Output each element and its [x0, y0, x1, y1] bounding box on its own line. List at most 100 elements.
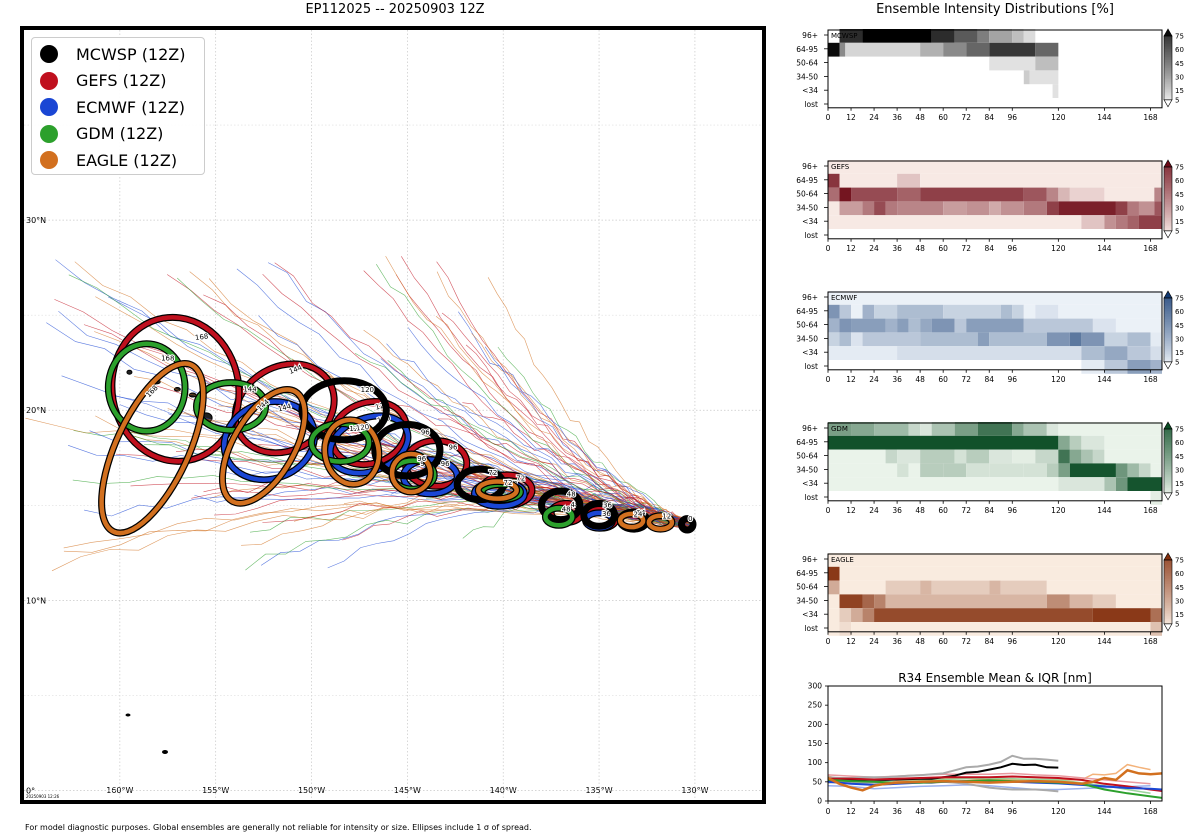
heatmap-cell [920, 173, 1162, 188]
heatmap-cell [1046, 594, 1070, 609]
heatmap-cell [897, 449, 921, 464]
colorbar-cell [1164, 575, 1172, 579]
r34-line-chart: R34 Ensemble Mean & IQR [nm] 0 50 100 150 200… [808, 671, 1163, 816]
legend-marker-icon [40, 151, 58, 169]
ensemble-track-line [376, 264, 690, 525]
heatmap-cell [1115, 463, 1128, 478]
heatmap-cell [828, 449, 886, 464]
colorbar-cell [1164, 203, 1172, 206]
heatmap-cell [828, 29, 840, 43]
heatmap-cell [931, 580, 990, 595]
colorbar-cell [1164, 465, 1172, 468]
ensemble-track-line [262, 273, 690, 524]
heatmap-cell [1069, 332, 1082, 347]
heatmap-cell [1035, 304, 1059, 319]
heatmap-cell [989, 201, 1001, 216]
x-tick-label: 144 [1097, 244, 1112, 253]
colorbar-cell [1164, 352, 1172, 355]
heatmap-cell [851, 422, 875, 436]
colorbar-cell [1164, 326, 1172, 329]
x-tick-label: 36 [892, 375, 902, 384]
ellipse-ring [679, 516, 696, 533]
row-label: <34 [802, 86, 818, 95]
row-label: lost [804, 100, 818, 109]
colorbar-cell [1164, 75, 1172, 78]
colorbar-extend-bottom [1163, 99, 1173, 108]
legend-entry: EAGLE (12Z) [40, 148, 177, 172]
colorbar-extend-bottom [1163, 623, 1173, 632]
heatmap-cell [1012, 422, 1024, 436]
colorbar-cell [1164, 582, 1172, 585]
ensemble-track-line [291, 358, 690, 523]
colorbar-label: 5 [1175, 358, 1179, 366]
colorbar-cell [1164, 331, 1172, 334]
heatmap-cell [897, 173, 921, 188]
x-tick-label: 120 [1051, 244, 1066, 253]
colorbar-cell [1164, 438, 1172, 441]
ellipse-ring [543, 505, 575, 528]
panel-model-label: MCWSP [831, 32, 858, 40]
x-tick-label: 48 [915, 637, 925, 646]
spread-ellipse-mcwsp: 48 [538, 487, 584, 524]
colorbar-extend-bottom [1163, 230, 1173, 239]
row-label: 34-50 [796, 203, 818, 212]
heatmap-cell [1150, 491, 1162, 505]
colorbar-cell [1164, 184, 1172, 187]
colorbar-cell [1164, 181, 1172, 184]
heatmap-cell [851, 318, 886, 333]
colorbar-cell [1164, 349, 1172, 352]
colorbar-cell [1164, 168, 1172, 171]
colorbar-cell [1164, 350, 1172, 353]
heatmap-cell [908, 318, 921, 333]
spread-ellipse-gdm: 168 [104, 340, 189, 435]
colorbar-cell [1164, 310, 1172, 313]
ensemble-track-line [497, 346, 690, 523]
colorbar-cell [1164, 93, 1172, 96]
colorbar-cell [1164, 612, 1172, 615]
y-tick-label: 200 [808, 720, 823, 729]
heatmap-cell [1023, 70, 1030, 85]
ellipse-hour-label: 72 [516, 475, 525, 483]
ellipse-hour-label: 48 [570, 501, 579, 509]
x-tick-label: 48 [915, 113, 925, 122]
heatmap-cell [989, 332, 1047, 347]
heatmap-cell [851, 187, 898, 202]
row-label: lost [804, 231, 818, 240]
heatmap-cell [1104, 477, 1116, 491]
colorbar-cell [1164, 472, 1172, 475]
ellipse-ring [99, 361, 206, 536]
heatmap-cell [851, 332, 863, 347]
colorbar-cell [1164, 301, 1172, 304]
heatmap-cell [828, 422, 852, 436]
heatmap-cell [828, 553, 1162, 567]
x-tick-label: 36 [892, 807, 902, 816]
colorbar-label: 15 [1175, 349, 1184, 357]
colorbar-cell [1164, 198, 1172, 201]
colorbar-cell [1164, 560, 1172, 563]
x-tick-label: 84 [984, 807, 994, 816]
colorbar-cell [1164, 603, 1172, 606]
heatmap-cell [1127, 346, 1151, 360]
heatmap-cell [874, 422, 909, 436]
ellipse-hour-label: 168 [195, 332, 209, 342]
heatmap-cell [1058, 435, 1070, 450]
x-tick-label: 120 [1051, 113, 1066, 122]
heatmap-cell [862, 201, 875, 216]
colorbar-label: 45 [1175, 60, 1184, 68]
row-label: 34-50 [796, 465, 818, 474]
x-tick-label: 60 [938, 506, 948, 515]
colorbar-cell [1164, 197, 1172, 200]
heatmap-cell [828, 435, 1059, 450]
colorbar-cell [1164, 313, 1172, 317]
heatmap-cell [828, 566, 840, 581]
spread-ellipse-gdm: 48 [541, 504, 576, 529]
ellipse-ring [389, 451, 433, 495]
colorbar-cell [1164, 170, 1172, 173]
ellipse-ring [476, 479, 519, 501]
colorbar-frame [1163, 35, 1173, 101]
heatmap-cell [862, 332, 921, 347]
heatmap-cell [828, 304, 840, 319]
colorbar-cell [1164, 475, 1172, 478]
heatmap-cell [862, 29, 932, 43]
heatmap-cell [1115, 201, 1128, 216]
